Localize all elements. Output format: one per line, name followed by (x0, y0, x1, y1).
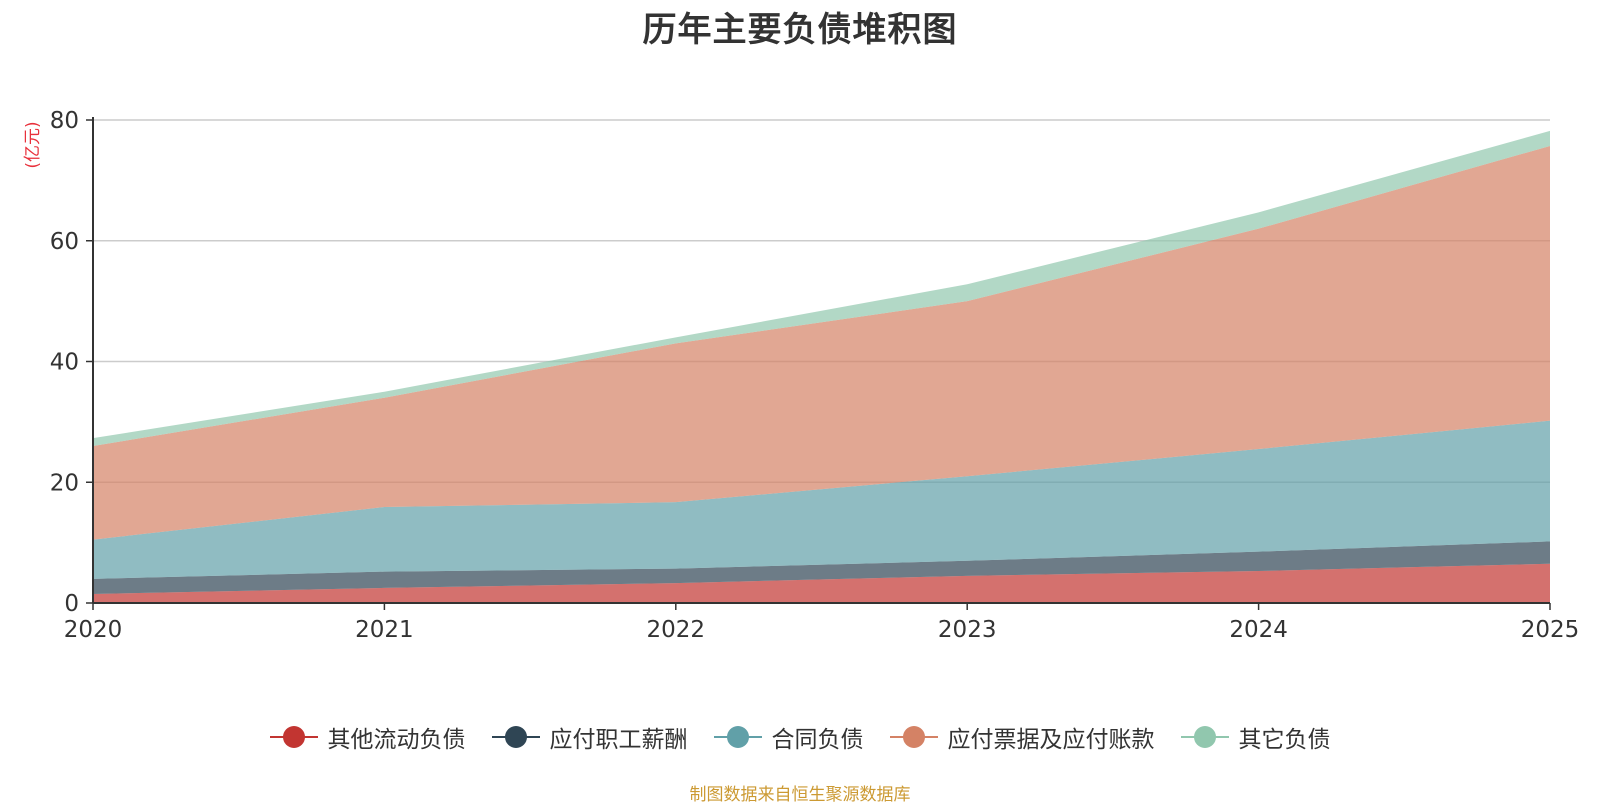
legend-swatch (1180, 725, 1229, 749)
legend-swatch (491, 725, 540, 749)
y-tick-label: 60 (50, 229, 79, 255)
legend-item[interactable]: 其他流动负债 (269, 720, 466, 754)
legend-label: 应付票据及应付账款 (947, 727, 1155, 753)
legend-swatch (889, 725, 938, 749)
legend-item[interactable]: 其它负债 (1180, 720, 1331, 754)
x-tick-label: 2023 (938, 617, 997, 643)
y-tick-label: 20 (50, 470, 79, 496)
legend-dot-icon (726, 726, 749, 748)
x-tick-label: 2021 (355, 617, 414, 643)
area-series-2[interactable] (93, 541, 1550, 594)
legend-label: 其他流动负债 (327, 727, 466, 753)
legend-dot-icon (902, 726, 925, 748)
legend-item[interactable]: 应付票据及应付账款 (889, 720, 1155, 754)
chart-title: 历年主要负债堆积图 (642, 10, 958, 50)
y-tick-label: 0 (64, 591, 79, 617)
x-tick-label: 2025 (1521, 617, 1580, 643)
legend-dot-icon (282, 726, 305, 748)
legend-label: 其它负债 (1238, 727, 1331, 753)
legend: 其他流动负债 应付职工薪酬 合同负债 应付票据及应付账款 其它负债 (0, 720, 1600, 754)
x-tick-label: 2024 (1229, 617, 1288, 643)
legend-item[interactable]: 合同负债 (713, 720, 864, 754)
y-tick-label: 40 (50, 350, 79, 376)
legend-swatch (269, 725, 318, 749)
legend-swatch (713, 725, 762, 749)
x-tick-label: 2020 (64, 617, 123, 643)
y-axis-label: (亿元) (23, 121, 43, 168)
area-series-1[interactable] (93, 563, 1550, 603)
legend-label: 合同负债 (771, 727, 864, 753)
legend-item[interactable]: 应付职工薪酬 (491, 720, 688, 754)
legend-label: 应付职工薪酬 (549, 727, 688, 753)
source-note: 制图数据来自恒生聚源数据库 (689, 785, 911, 805)
area-series-3[interactable] (93, 420, 1550, 579)
y-tick-label: 80 (50, 108, 79, 134)
x-tick-label: 2022 (647, 617, 706, 643)
legend-dot-icon (504, 726, 527, 748)
legend-dot-icon (1193, 726, 1216, 748)
area-series-4[interactable] (93, 145, 1550, 540)
